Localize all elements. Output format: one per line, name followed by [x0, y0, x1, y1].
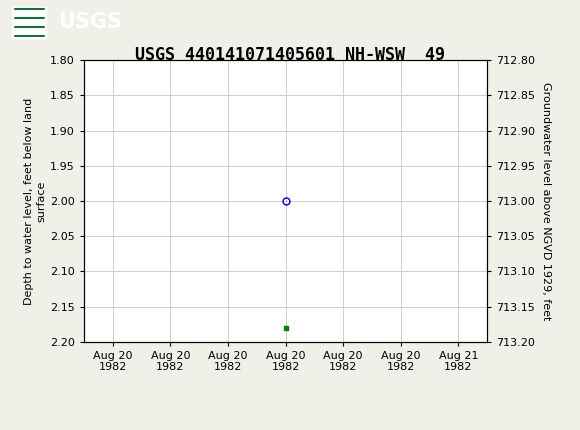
Text: USGS 440141071405601 NH-WSW  49: USGS 440141071405601 NH-WSW 49	[135, 46, 445, 64]
Bar	[12, 7, 46, 38]
Y-axis label: Depth to water level, feet below land
surface: Depth to water level, feet below land su…	[24, 98, 46, 304]
Y-axis label: Groundwater level above NGVD 1929, feet: Groundwater level above NGVD 1929, feet	[541, 82, 551, 320]
Text: USGS: USGS	[58, 12, 122, 32]
